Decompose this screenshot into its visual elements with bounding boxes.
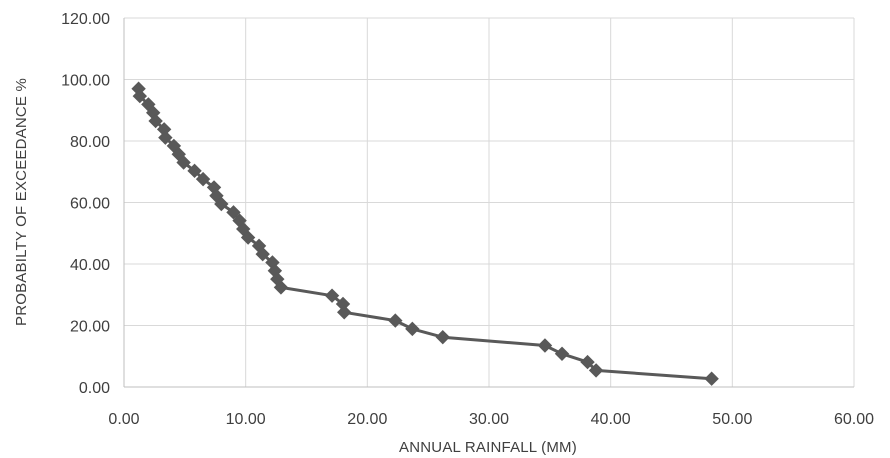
x-tick-label: 0.00 [108,411,139,428]
y-tick-label: 40.00 [70,257,110,274]
x-tick-labels: 0.00 10.00 20.00 30.00 40.00 50.00 60.00 [108,411,874,428]
data-point [324,288,340,303]
data-point [435,329,450,345]
data-point [337,305,352,320]
x-tick-label: 20.00 [347,411,387,428]
data-point [537,338,553,353]
y-tick-label: 20.00 [70,319,110,336]
data-point [187,163,202,179]
series-line [137,88,712,381]
data-point [554,346,570,361]
data-point [240,230,256,245]
x-tick-label: 60.00 [834,411,874,428]
data-point [226,205,241,220]
data-point [580,354,595,370]
data-point [405,321,420,337]
data-point [148,113,163,129]
data-point [132,88,148,104]
data-point [158,130,173,145]
x-tick-label: 50.00 [712,411,752,428]
data-point [588,363,604,378]
y-axis-title: PROBABILTY OF EXCEEDANCE % [13,78,30,326]
y-tick-label: 120.00 [61,11,110,28]
data-point [273,280,289,295]
data-point [704,371,719,386]
data-point [388,313,403,328]
data-point [195,171,211,187]
y-tick-label: 60.00 [70,196,110,213]
x-tick-label: 40.00 [591,411,631,428]
data-point [214,196,229,212]
x-tick-label: 30.00 [469,411,509,428]
y-tick-label: 80.00 [70,134,110,151]
x-axis-title: ANNUAL RAINFALL (MM) [399,439,577,456]
y-tick-labels: 0.00 20.00 40.00 60.00 80.00 100.00 120.00 [61,11,110,397]
data-points [131,81,719,386]
data-point [255,246,270,262]
y-tick-label: 100.00 [61,73,110,90]
axes [123,18,854,388]
y-tick-label: 0.00 [79,380,110,397]
x-tick-label: 10.00 [226,411,266,428]
gridlines [124,17,855,387]
data-point [176,155,191,170]
